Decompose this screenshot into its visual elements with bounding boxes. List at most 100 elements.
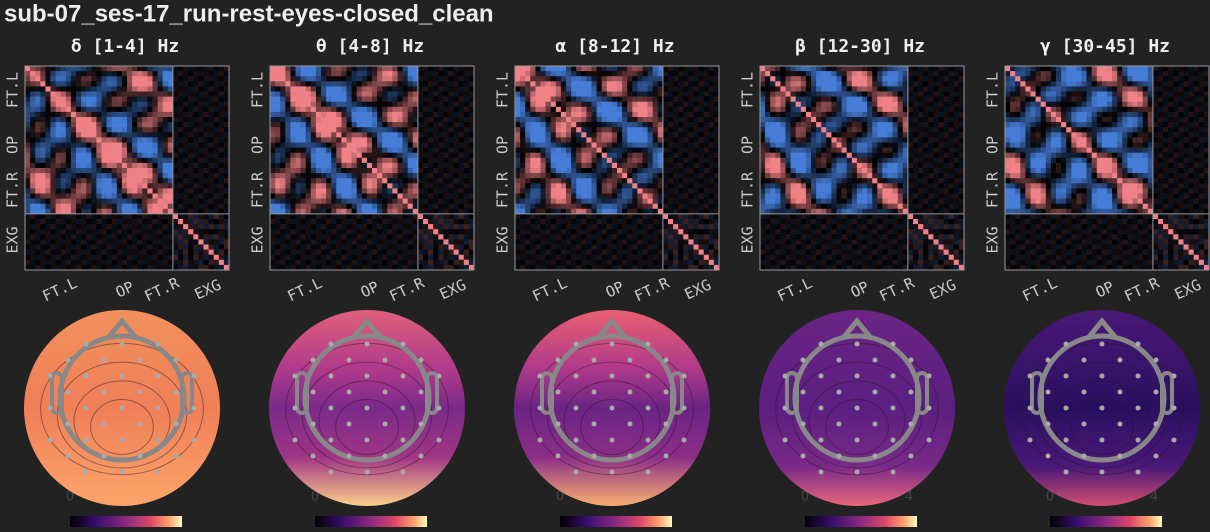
matrix-cell bbox=[637, 183, 643, 189]
matrix-cell bbox=[270, 96, 276, 102]
matrix-cell bbox=[535, 111, 541, 118]
matrix-cell bbox=[30, 152, 36, 159]
matrix-cell bbox=[55, 122, 61, 128]
matrix-cell bbox=[372, 229, 378, 235]
matrix-cell bbox=[581, 147, 587, 153]
matrix-cell bbox=[321, 71, 327, 77]
matrix-cell bbox=[576, 66, 582, 72]
matrix-cell bbox=[443, 188, 449, 194]
matrix-cell bbox=[351, 137, 357, 143]
matrix-cell bbox=[35, 219, 41, 225]
matrix-cell bbox=[172, 132, 179, 138]
matrix-cell bbox=[106, 91, 112, 97]
matrix-cell bbox=[586, 264, 592, 271]
matrix-cell bbox=[438, 66, 444, 72]
matrix-cell bbox=[662, 188, 669, 194]
matrix-cell bbox=[428, 188, 434, 194]
matrix-cell bbox=[331, 96, 337, 102]
matrix-cell bbox=[91, 106, 97, 113]
matrix-cell bbox=[576, 264, 582, 271]
matrix-cell bbox=[683, 254, 689, 261]
matrix-cell bbox=[96, 91, 102, 97]
matrix-cell bbox=[178, 101, 184, 108]
matrix-cell bbox=[331, 234, 337, 240]
matrix-cell bbox=[617, 66, 623, 72]
matrix-cell bbox=[65, 106, 72, 113]
matrix-cell bbox=[407, 229, 414, 235]
matrix-cell bbox=[668, 101, 674, 108]
matrix-cell bbox=[172, 178, 179, 184]
matrix-cell bbox=[683, 188, 689, 194]
matrix-cell bbox=[91, 111, 97, 118]
matrix-cell bbox=[632, 193, 638, 199]
matrix-cell bbox=[290, 208, 296, 215]
matrix-cell bbox=[193, 101, 199, 108]
matrix-cell bbox=[270, 162, 276, 169]
matrix-cell bbox=[560, 122, 567, 128]
matrix-cell bbox=[336, 198, 342, 204]
matrix-cell bbox=[86, 71, 92, 77]
matrix-cell bbox=[545, 96, 551, 102]
matrix-cell bbox=[637, 117, 643, 123]
matrix-cell bbox=[315, 188, 322, 194]
matrix-cell bbox=[346, 224, 352, 230]
matrix-cell bbox=[178, 188, 184, 194]
matrix-cell bbox=[341, 234, 347, 240]
matrix-cell bbox=[275, 239, 281, 245]
matrix-cell bbox=[172, 213, 179, 220]
matrix-cell bbox=[193, 173, 199, 179]
matrix-cell bbox=[566, 96, 572, 102]
matrix-cell bbox=[45, 106, 51, 113]
matrix-cell bbox=[315, 147, 322, 153]
matrix-cell bbox=[65, 91, 72, 97]
matrix-cell bbox=[86, 254, 92, 261]
matrix-cell bbox=[275, 101, 281, 108]
matrix-cell bbox=[591, 198, 597, 204]
matrix-cell bbox=[433, 117, 439, 123]
matrix-cell bbox=[86, 239, 92, 245]
matrix-cell bbox=[662, 127, 669, 133]
matrix-cell bbox=[193, 249, 199, 255]
matrix-cell bbox=[341, 96, 347, 102]
matrix-cell bbox=[647, 147, 653, 153]
matrix-cell bbox=[576, 198, 582, 204]
matrix-cell bbox=[208, 183, 214, 189]
matrix-cell bbox=[387, 117, 393, 123]
matrix-cell bbox=[576, 254, 582, 261]
matrix-cell bbox=[300, 224, 306, 230]
matrix-cell bbox=[683, 111, 689, 118]
matrix-cell bbox=[443, 66, 449, 72]
matrix-cell bbox=[356, 183, 363, 189]
matrix-cell bbox=[515, 254, 521, 261]
matrix-cell bbox=[698, 208, 704, 215]
matrix-cell bbox=[25, 86, 31, 92]
matrix-cell bbox=[606, 162, 613, 169]
matrix-cell bbox=[208, 168, 214, 174]
matrix-cell bbox=[387, 188, 393, 194]
matrix-cell bbox=[560, 193, 567, 199]
matrix-cell bbox=[693, 183, 699, 189]
matrix-cell bbox=[132, 178, 138, 184]
matrix-cell bbox=[188, 198, 194, 204]
matrix-cell bbox=[96, 147, 102, 153]
matrix-cell bbox=[223, 208, 230, 215]
matrix-cell bbox=[321, 254, 327, 261]
matrix-cell bbox=[183, 117, 189, 123]
matrix-cell bbox=[560, 66, 567, 72]
matrix-cell bbox=[566, 234, 572, 240]
matrix-cell bbox=[96, 198, 102, 204]
matrix-cell bbox=[188, 152, 194, 159]
matrix-cell bbox=[423, 178, 429, 184]
matrix-cell bbox=[576, 96, 582, 102]
matrix-cell bbox=[417, 117, 424, 123]
contour-line bbox=[580, 399, 644, 455]
matrix-cell bbox=[576, 71, 582, 77]
matrix-cell bbox=[91, 203, 97, 210]
matrix-cell bbox=[275, 203, 281, 210]
matrix-cell bbox=[321, 219, 327, 225]
matrix-cell bbox=[81, 106, 87, 113]
matrix-cell bbox=[305, 76, 312, 82]
matrix-cell bbox=[372, 259, 378, 266]
matrix-cell bbox=[326, 259, 332, 266]
matrix-cell bbox=[198, 142, 204, 148]
